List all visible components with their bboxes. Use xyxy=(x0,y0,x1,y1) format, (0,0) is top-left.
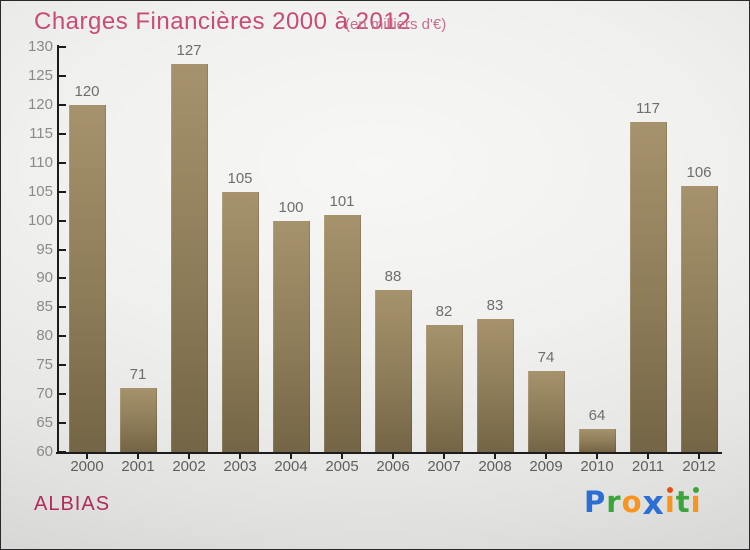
x-axis-line xyxy=(56,452,722,454)
place-name-label: ALBIAS xyxy=(34,493,111,515)
x-axis-tick-label: 2008 xyxy=(478,458,512,475)
y-axis-tick xyxy=(59,248,66,251)
y-axis-tick-label: 70 xyxy=(36,385,53,403)
x-axis-tick xyxy=(239,454,241,459)
y-axis-tick-label: 80 xyxy=(36,327,53,345)
x-axis-tick xyxy=(596,454,598,459)
y-axis-tick xyxy=(59,364,66,367)
logo-letter: ı xyxy=(664,485,676,519)
proxiti-logo[interactable]: Proxı tı xyxy=(584,484,702,520)
y-axis-tick-label: 115 xyxy=(29,124,53,142)
x-axis-tick-label: 2004 xyxy=(274,458,308,475)
x-axis-tick xyxy=(698,454,700,459)
logo-letter: P xyxy=(584,485,607,519)
logo-letter: ı xyxy=(690,485,702,519)
x-axis-tick-label: 2000 xyxy=(70,458,104,475)
logo-letter: t xyxy=(675,485,691,519)
bar-value-label: 117 xyxy=(636,100,660,118)
x-axis-tick xyxy=(290,454,292,459)
y-axis-tick xyxy=(59,46,66,48)
bar-value-label: 64 xyxy=(588,406,606,424)
logo-letter-dot xyxy=(693,487,700,493)
bar xyxy=(629,122,667,452)
y-axis-tick-label: 90 xyxy=(36,269,53,287)
y-axis-tick-label: 75 xyxy=(36,356,53,374)
bar xyxy=(272,220,310,452)
bar xyxy=(221,191,259,452)
bar-value-label: 74 xyxy=(537,349,555,366)
x-axis-tick xyxy=(137,454,139,459)
y-axis-tick xyxy=(59,219,66,222)
x-axis-tick xyxy=(647,454,649,459)
y-axis-tick xyxy=(59,103,66,106)
logo-letter-dot xyxy=(667,487,674,493)
y-axis-tick xyxy=(59,451,66,453)
bar xyxy=(476,318,514,452)
x-axis-tick-label: 2003 xyxy=(223,458,257,475)
bar xyxy=(578,428,616,452)
logo-letter: x xyxy=(642,483,665,522)
bar-value-label: 127 xyxy=(176,42,202,60)
x-axis-tick-label: 2007 xyxy=(427,458,461,475)
y-axis-tick xyxy=(59,335,66,338)
bar-value-label: 120 xyxy=(74,82,100,100)
x-axis-tick-label: 2005 xyxy=(325,458,359,475)
x-axis-tick-label: 2010 xyxy=(580,458,614,475)
chart-subtitle: (en milliers d'€) xyxy=(345,16,447,33)
y-axis-tick-label: 60 xyxy=(36,443,53,460)
bar xyxy=(425,324,463,452)
x-axis-tick xyxy=(341,454,343,459)
y-axis-tick-label: 105 xyxy=(27,182,53,200)
bar-value-label: 71 xyxy=(129,366,147,384)
x-axis-tick xyxy=(545,454,547,459)
y-axis-tick-label: 130 xyxy=(27,38,53,55)
bar-value-label: 88 xyxy=(384,268,402,285)
bar-value-label: 82 xyxy=(435,302,453,320)
x-axis-tick xyxy=(443,454,445,459)
y-axis-tick xyxy=(59,393,66,396)
bar-value-label: 106 xyxy=(686,163,712,181)
y-axis-tick xyxy=(59,190,66,193)
y-axis-tick xyxy=(59,161,66,164)
x-axis-tick-label: 2012 xyxy=(682,458,716,475)
x-axis-tick-label: 2002 xyxy=(172,458,206,475)
bar-value-label: 101 xyxy=(329,192,355,210)
y-axis-tick xyxy=(59,422,66,425)
bar-value-label: 83 xyxy=(486,296,504,314)
bar xyxy=(374,290,412,452)
y-axis-tick-label: 95 xyxy=(36,240,53,258)
x-axis-tick xyxy=(494,454,496,459)
y-axis-tick-label: 100 xyxy=(27,211,53,229)
x-axis-tick xyxy=(188,454,190,459)
bar xyxy=(323,214,361,452)
bar xyxy=(680,185,718,452)
y-axis-tick-label: 85 xyxy=(36,298,53,316)
x-axis-tick xyxy=(86,454,88,459)
bar-value-label: 105 xyxy=(227,169,253,187)
logo-letter: r xyxy=(606,485,622,519)
bar xyxy=(170,64,208,452)
y-axis-tick-label: 125 xyxy=(27,66,53,84)
y-axis-tick xyxy=(59,132,66,135)
logo-letter: o xyxy=(621,485,643,519)
y-axis-tick xyxy=(59,74,66,77)
x-axis-tick xyxy=(392,454,394,459)
y-axis-tick xyxy=(59,306,66,309)
bar xyxy=(68,104,106,452)
y-axis-line xyxy=(57,45,59,454)
y-axis-tick xyxy=(59,277,66,280)
y-axis-tick-label: 120 xyxy=(27,95,53,113)
x-axis-tick-label: 2011 xyxy=(631,458,665,475)
bar-value-label: 100 xyxy=(278,198,304,216)
y-axis-tick-label: 110 xyxy=(29,153,53,171)
x-axis-tick-label: 2009 xyxy=(529,458,563,475)
bar xyxy=(527,371,565,452)
x-axis-tick-label: 2001 xyxy=(121,458,155,475)
chart-title: Charges Financières 2000 à 2012 xyxy=(34,8,412,35)
bar xyxy=(119,388,157,452)
y-axis-tick-label: 65 xyxy=(36,414,53,432)
x-axis-tick-label: 2006 xyxy=(376,458,410,475)
